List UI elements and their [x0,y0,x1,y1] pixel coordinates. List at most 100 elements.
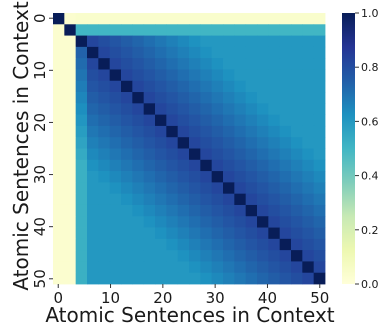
heatmap-cell [200,46,213,59]
heatmap-cell [87,261,99,274]
colorbar-tick-label: 1.0 [361,7,379,20]
heatmap-cell [234,148,247,161]
heatmap-cell [223,125,235,138]
heatmap-cell [143,58,156,70]
heatmap-cell [87,250,99,262]
heatmap-cell [234,261,247,274]
heatmap-cell [279,80,292,93]
heatmap-cell [121,250,133,262]
heatmap-cell [279,272,292,285]
heatmap-cell [132,261,145,274]
heatmap-cell [313,24,326,36]
heatmap-cell [257,171,269,183]
heatmap-cell [211,148,224,161]
heatmap-cell [189,261,201,274]
heatmap-cell [200,216,213,228]
heatmap-cell [279,114,292,127]
heatmap-cell [200,227,213,240]
heatmap-cell [121,148,133,161]
heatmap-cell [268,92,281,104]
heatmap-cell [257,272,269,285]
heatmap-cell [313,103,326,116]
heatmap-cell [245,238,258,251]
heatmap-cell [75,272,88,285]
heatmap-cell [245,125,258,138]
heatmap-cell [279,58,292,70]
heatmap-cell [245,227,258,240]
heatmap-cell [53,69,65,82]
heatmap-cell [211,227,224,240]
heatmap-cell [75,193,88,206]
heatmap-cell [64,35,77,48]
heatmap-cell [155,261,167,274]
heatmap-cell [166,69,179,82]
heatmap-cell [75,159,88,172]
heatmap-cell [257,148,269,161]
heatmap-cell [302,13,315,25]
heatmap-cell [155,13,167,25]
heatmap-cell [223,35,235,48]
heatmap-cell [313,250,326,262]
heatmap-cell [257,238,269,251]
heatmap-cell [279,250,292,262]
heatmap-cell [211,69,224,82]
heatmap-cell [302,35,315,48]
heatmap-cell [234,227,247,240]
heatmap-cell [155,159,167,172]
heatmap-cell [155,35,167,48]
heatmap-cell [98,238,111,251]
heatmap-cell [75,261,88,274]
heatmap-cell [121,261,133,274]
heatmap-cell [257,204,269,217]
heatmap-cell [166,216,179,228]
heatmap-cell [257,80,269,93]
heatmap-cell [268,114,281,127]
heatmap-cell [279,159,292,172]
heatmap-cell [75,216,88,228]
heatmap-cell [166,80,179,93]
heatmap-cell [155,171,167,183]
heatmap-cell [53,159,65,172]
heatmap-cell [223,171,235,183]
heatmap-cell [223,261,235,274]
heatmap-cell [211,35,224,48]
heatmap-cell [98,216,111,228]
heatmap-cell [132,204,145,217]
heatmap-cell [302,238,315,251]
heatmap-cell [132,92,145,104]
heatmap-cell [53,204,65,217]
heatmap-cell [200,137,213,149]
heatmap-cell [121,137,133,149]
heatmap-cell [109,148,122,161]
heatmap-cell [53,80,65,93]
heatmap-cell [109,24,122,36]
heatmap-cell [211,125,224,138]
heatmap-cell [200,69,213,82]
heatmap-cell [75,24,88,36]
heatmap-cell [87,125,99,138]
heatmap-cell [53,272,65,285]
heatmap-cell [132,137,145,149]
heatmap-cell [87,159,99,172]
heatmap-cell [211,182,224,195]
heatmap-cell [75,171,88,183]
heatmap-cell [53,193,65,206]
heatmap-cell [64,250,77,262]
heatmap-cell [177,261,190,274]
heatmap-cell [64,272,77,285]
heatmap-cell [166,238,179,251]
heatmap-cell [268,204,281,217]
heatmap-cell [121,13,133,25]
heatmap-cell [268,35,281,48]
heatmap-cell [121,159,133,172]
heatmap-cell [223,216,235,228]
heatmap-cell [177,69,190,82]
heatmap-cell [155,103,167,116]
heatmap-cell [143,159,156,172]
heatmap-cell [64,92,77,104]
heatmap-cell [257,58,269,70]
heatmap-cell [223,227,235,240]
heatmap-cell [177,238,190,251]
heatmap-cell [64,193,77,206]
heatmap-cell [98,69,111,82]
